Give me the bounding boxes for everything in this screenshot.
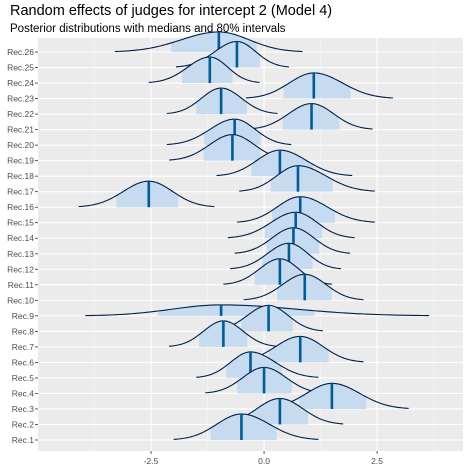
x-tick-label: 0.0: [258, 456, 270, 466]
density-outline: [236, 196, 375, 223]
y-tick-label: Rec.15: [7, 218, 34, 228]
x-tick-label: -2.5: [144, 456, 159, 466]
y-tick-label: Rec.16: [7, 202, 34, 212]
ridge-rec-19: [169, 134, 294, 161]
y-tick-label: Rec.3: [12, 404, 34, 414]
y-tick-label: Rec.22: [7, 109, 34, 119]
density-outline: [196, 351, 319, 378]
interval-80: [241, 305, 293, 332]
ridge-rec-1: [173, 413, 319, 440]
y-tick-label: Rec.26: [7, 47, 34, 57]
ridge-rec-17: [239, 165, 375, 192]
y-tick-label: Rec.18: [7, 171, 34, 181]
y-tick-label: Rec.5: [12, 373, 34, 383]
ridge-rec-10: [243, 273, 364, 301]
ridge-rec-16: [78, 180, 215, 208]
density-outline: [245, 72, 393, 99]
y-tick-label: Rec.17: [7, 187, 34, 197]
ridge-rec-23: [245, 72, 393, 99]
density-outline: [230, 242, 341, 270]
y-tick-label: Rec.13: [7, 249, 34, 259]
y-tick-label: Rec.21: [7, 125, 34, 135]
interval-80: [283, 72, 351, 99]
y-tick-label: Rec.7: [12, 342, 34, 352]
interval-80: [270, 165, 333, 192]
y-tick-label: Rec.20: [7, 140, 34, 150]
y-tick-label: Rec.12: [7, 264, 34, 274]
ridge-rec-4: [205, 366, 326, 394]
interval-80: [182, 57, 233, 84]
x-axis: -2.5 0.0 2.5: [144, 451, 383, 466]
y-tick-label: Rec.25: [7, 63, 34, 73]
density-outline: [78, 180, 215, 208]
density-outline: [85, 304, 430, 317]
y-tick-label: Rec.8: [12, 326, 34, 336]
density-outline: [173, 413, 319, 440]
y-tick-label: Rec.23: [7, 94, 34, 104]
density-outline: [216, 149, 353, 177]
density-outline: [166, 118, 292, 146]
y-tick-label: Rec.4: [12, 388, 34, 398]
ridges-layer: [78, 31, 430, 440]
interval-80: [210, 414, 277, 440]
y-tick-label: Rec.10: [7, 295, 34, 305]
ridge-rec-7: [169, 320, 278, 347]
interval-80: [116, 181, 179, 208]
y-tick-label: Rec.9: [12, 311, 34, 321]
density-outline: [148, 56, 260, 83]
y-tick-label: Rec.6: [12, 357, 34, 367]
y-axis: Rec.1 Rec.2 Rec.3 Rec.4 Rec.5 Rec.6 Rec.7 Rec.8…: [7, 47, 38, 445]
y-tick-label: Rec.24: [7, 78, 34, 88]
ridge-rec-24: [148, 56, 260, 84]
y-tick-label: Rec.14: [7, 233, 34, 243]
interval-80: [264, 212, 323, 239]
ridge-rec-22: [166, 87, 278, 115]
interval-80: [208, 41, 261, 68]
density-outline: [227, 211, 355, 239]
x-tick-label: 2.5: [371, 456, 383, 466]
y-tick-label: Rec.11: [8, 280, 35, 290]
y-tick-label: Rec.2: [12, 419, 34, 429]
interval-80: [268, 336, 329, 363]
chart-title: Random effects of judges for intercept 2…: [10, 3, 333, 19]
ridge-rec-21: [248, 103, 373, 130]
density-outline: [239, 165, 375, 192]
density-outline: [114, 31, 303, 53]
y-tick-label: Rec.19: [7, 156, 34, 166]
ridge-rec-14: [227, 211, 355, 239]
ridge-rec-8: [209, 304, 323, 332]
y-tick-label: Rec.1: [12, 435, 34, 445]
